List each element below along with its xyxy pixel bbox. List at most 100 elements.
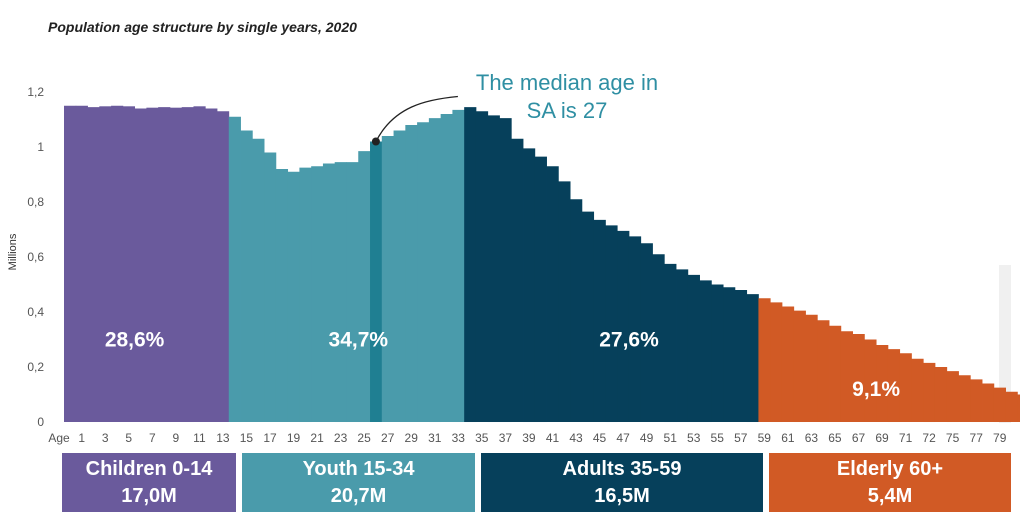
y-tick-label: 0,6 xyxy=(27,250,44,264)
group-box-children: Children 0-14 17,0M xyxy=(62,453,236,512)
bar-age-35 xyxy=(464,107,477,423)
bar-age-47 xyxy=(605,225,618,423)
group-share-label: 34,7% xyxy=(329,329,389,352)
bar-age-34 xyxy=(452,109,465,423)
bar-age-61 xyxy=(770,302,783,423)
y-tick-label: 1 xyxy=(37,140,44,154)
x-axis-label: Age xyxy=(48,431,70,445)
group-total: 17,0M xyxy=(121,485,177,507)
y-tick-label: 0,8 xyxy=(27,195,44,209)
bar-age-53 xyxy=(676,269,689,423)
bar-age-6 xyxy=(122,106,136,423)
bar-age-57 xyxy=(723,287,736,422)
x-tick-label: 5 xyxy=(125,431,132,445)
x-tick-label: 41 xyxy=(546,431,560,445)
bar-age-81 xyxy=(1005,391,1018,422)
bar-age-11 xyxy=(181,107,194,423)
bar-age-21 xyxy=(299,167,312,423)
bar-age-44 xyxy=(570,199,583,422)
bar-age-5 xyxy=(111,105,124,422)
bar-age-18 xyxy=(264,152,277,422)
x-tick-label: 19 xyxy=(287,431,301,445)
x-tick-label: 7 xyxy=(149,431,156,445)
median-dot xyxy=(371,137,380,146)
x-tick-label: 77 xyxy=(970,431,984,445)
x-tick-label: 9 xyxy=(172,431,179,445)
x-tick-label: 43 xyxy=(569,431,583,445)
bar-age-43 xyxy=(558,181,571,422)
bar-age-58 xyxy=(734,290,748,422)
bar-age-23 xyxy=(322,163,336,422)
chart-title: Population age structure by single years… xyxy=(48,19,357,35)
bar-age-70 xyxy=(876,345,889,422)
x-tick-label: 45 xyxy=(593,431,607,445)
bar-age-39 xyxy=(511,138,524,422)
x-tick-label: 75 xyxy=(946,431,960,445)
bar-age-40 xyxy=(523,148,536,423)
median-annotation-line1: The median age in xyxy=(476,70,658,95)
x-tick-label: 29 xyxy=(405,431,419,445)
x-tick-label: 27 xyxy=(381,431,395,445)
x-tick-label: 55 xyxy=(711,431,725,445)
y-tick-label: 0 xyxy=(37,415,44,429)
bar-age-54 xyxy=(687,274,700,423)
bar-age-79 xyxy=(982,383,995,422)
x-tick-label: 15 xyxy=(240,431,254,445)
bar-age-1 xyxy=(64,105,77,422)
bar-age-55 xyxy=(699,280,712,423)
bar-age-24 xyxy=(334,162,347,423)
bar-age-59 xyxy=(746,294,759,423)
x-tick-label: 17 xyxy=(263,431,277,445)
bar-age-25 xyxy=(346,162,359,423)
x-tick-label: 53 xyxy=(687,431,701,445)
x-tick-label: 57 xyxy=(734,431,748,445)
bar-age-36 xyxy=(475,111,489,422)
y-tick-label: 0,2 xyxy=(27,360,44,374)
bar-age-73 xyxy=(911,358,924,422)
group-name: Youth 15-34 xyxy=(302,458,415,480)
x-tick-label: 33 xyxy=(452,431,466,445)
bar-age-30 xyxy=(405,125,418,422)
median-annotation-line2: SA is 27 xyxy=(527,98,608,123)
bar-age-22 xyxy=(311,166,324,422)
bar-age-80 xyxy=(993,387,1006,423)
x-tick-label: 63 xyxy=(805,431,819,445)
side-strip xyxy=(999,265,1011,423)
bar-age-9 xyxy=(158,107,171,423)
bar-age-65 xyxy=(817,320,830,422)
bar-age-46 xyxy=(593,219,606,422)
bar-age-72 xyxy=(899,353,912,422)
bar-age-60 xyxy=(758,298,771,422)
bar-age-31 xyxy=(417,122,430,422)
y-tick-label: 1,2 xyxy=(27,85,44,99)
bar-age-49 xyxy=(628,236,642,422)
bar-age-14 xyxy=(217,111,230,422)
group-total: 5,4M xyxy=(867,485,913,507)
bar-age-10 xyxy=(169,107,183,423)
y-axis-label: Millions xyxy=(7,233,19,270)
bar-age-15 xyxy=(228,116,241,422)
bar-age-41 xyxy=(534,156,547,423)
bar-age-8 xyxy=(146,107,159,423)
bar-age-78 xyxy=(970,379,983,423)
bar-age-38 xyxy=(499,118,512,423)
bar-age-51 xyxy=(652,254,665,422)
group-name: Children 0-14 xyxy=(85,458,213,480)
bar-age-33 xyxy=(440,114,453,422)
x-tick-label: 31 xyxy=(428,431,442,445)
bar-age-45 xyxy=(581,211,595,422)
x-tick-label: 37 xyxy=(499,431,513,445)
group-total: 16,5M xyxy=(594,485,650,507)
x-tick-label: 13 xyxy=(216,431,230,445)
x-tick-label: 67 xyxy=(852,431,866,445)
bar-age-13 xyxy=(205,108,218,422)
x-tick-label: 65 xyxy=(828,431,842,445)
bar-age-52 xyxy=(664,263,677,423)
bar-age-26 xyxy=(358,151,371,423)
bar-age-50 xyxy=(640,243,653,422)
bar-age-20 xyxy=(287,171,300,422)
group-total: 20,7M xyxy=(330,485,387,507)
group-name: Elderly 60+ xyxy=(836,458,944,480)
group-share-label: 28,6% xyxy=(105,329,165,352)
